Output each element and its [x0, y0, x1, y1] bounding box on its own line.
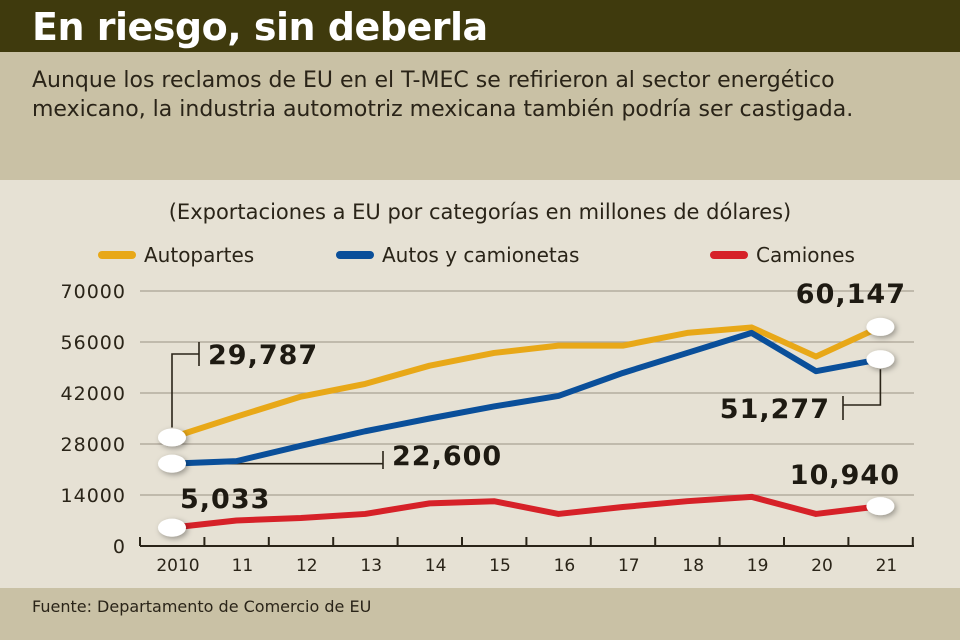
x-tick-label: 2010	[156, 556, 199, 576]
data-label: 29,787	[208, 340, 318, 371]
endpoint-marker	[158, 428, 186, 447]
page-title: En riesgo, sin deberla	[32, 5, 488, 49]
y-tick-label: 28000	[61, 434, 126, 456]
data-label: 51,277	[720, 394, 830, 425]
endpoint-marker	[158, 518, 186, 537]
legend-item-autopartes: Autopartes	[98, 242, 254, 268]
x-tick-label: 13	[360, 556, 382, 576]
legend-swatch-camiones	[710, 251, 748, 259]
x-tick-label: 16	[554, 556, 576, 576]
y-tick-label: 0	[113, 536, 126, 558]
x-tick-label: 12	[296, 556, 318, 576]
header-bar: En riesgo, sin deberla	[0, 0, 960, 52]
data-label: 22,600	[392, 441, 502, 472]
x-tick-label: 17	[618, 556, 640, 576]
y-tick-label: 14000	[61, 485, 126, 507]
intro-text: Aunque los reclamos de EU en el T-MEC se…	[32, 68, 854, 122]
data-label: 10,940	[790, 460, 900, 491]
x-tick-label: 21	[876, 556, 898, 576]
intro-panel: Aunque los reclamos de EU en el T-MEC se…	[0, 52, 960, 180]
data-label: 60,147	[796, 279, 906, 310]
legend-label: Autopartes	[144, 243, 255, 267]
endpoint-marker	[866, 317, 895, 336]
legend-swatch-autopartes	[98, 251, 136, 259]
endpoint-marker	[158, 454, 186, 473]
x-tick-label: 20	[811, 556, 833, 576]
series-line-autos-y-camionetas	[169, 329, 884, 467]
legend-item-autos: Autos y camionetas	[336, 242, 579, 268]
y-tick-label: 42000	[61, 383, 126, 405]
legend-label: Camiones	[756, 243, 855, 267]
x-tick-label: 11	[232, 556, 254, 576]
x-tick-label: 14	[425, 556, 447, 576]
legend-label: Autos y camionetas	[382, 243, 580, 267]
source-note: Fuente: Departamento de Comercio de EU	[32, 597, 372, 616]
y-tick-label: 70000	[61, 281, 126, 303]
endpoint-marker	[866, 350, 895, 369]
x-tick-label: 19	[747, 556, 769, 576]
leader-line	[842, 369, 882, 420]
legend-item-camiones: Camiones	[710, 242, 855, 268]
chart-title: (Exportaciones a EU por categorías en mi…	[168, 200, 792, 224]
legend-swatch-autos	[336, 251, 374, 259]
endpoint-marker	[866, 497, 895, 516]
chart-area	[0, 180, 960, 588]
chart-legend: Autopartes Autos y camionetas Camiones	[0, 242, 960, 268]
series-line-camiones	[169, 493, 884, 531]
data-label: 5,033	[180, 484, 270, 515]
footer-panel: Fuente: Departamento de Comercio de EU	[0, 588, 960, 640]
series-line-autopartes	[169, 323, 884, 441]
y-tick-label: 56000	[61, 332, 126, 354]
leader-line	[171, 342, 200, 428]
x-tick-label: 15	[489, 556, 511, 576]
x-tick-label: 18	[682, 556, 704, 576]
